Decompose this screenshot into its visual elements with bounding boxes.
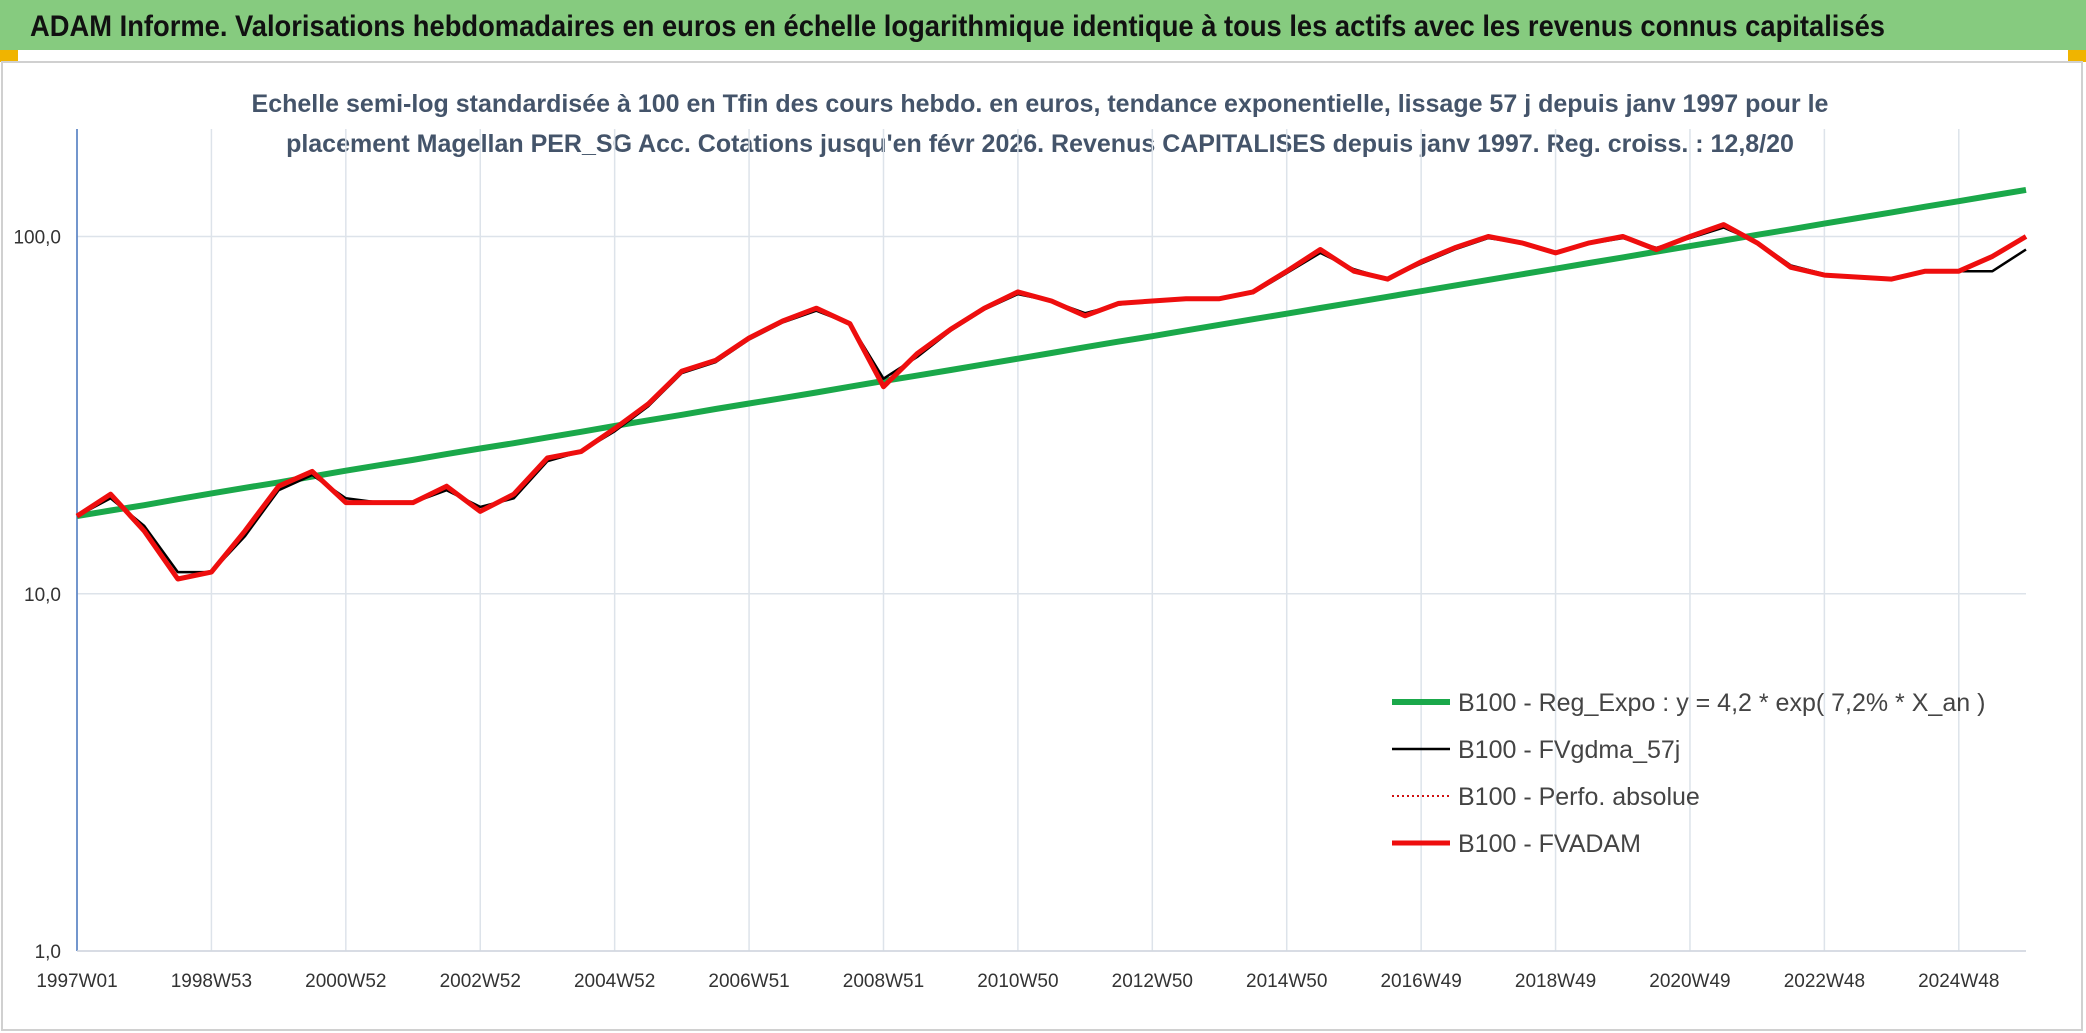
x-tick-label: 2000W52 (305, 971, 386, 992)
x-tick-label: 2004W52 (574, 971, 655, 992)
x-tick-label: 2010W50 (977, 971, 1058, 992)
x-tick-label: 2002W52 (440, 971, 521, 992)
header-bar (0, 0, 2086, 50)
legend-label: B100 - Perfo. absolue (1458, 783, 1700, 811)
legend-label: B100 - FVgdma_57j (1458, 736, 1680, 764)
x-tick-label: 2024W48 (1918, 971, 1999, 992)
x-tick-label: 1998W53 (171, 971, 252, 992)
subtitle: Echelle semi-log standardisée à 100 en T… (252, 90, 1829, 118)
x-tick-label: 2016W49 (1380, 971, 1461, 992)
y-tick-label: 1,0 (35, 942, 61, 963)
x-tick-label: 2022W48 (1784, 971, 1865, 992)
legend-label: B100 - FVADAM (1458, 830, 1641, 858)
corner (0, 50, 18, 62)
x-tick-label: 1997W01 (36, 971, 117, 992)
x-tick-label: 2020W49 (1649, 971, 1730, 992)
x-tick-label: 2008W51 (843, 971, 924, 992)
subtitle: placement Magellan PER_SG Acc. Cotations… (286, 130, 1794, 158)
legend-label: B100 - Reg_Expo : y = 4,2 * exp( 7,2% * … (1458, 689, 1985, 717)
y-tick-label: 10,0 (24, 585, 61, 606)
series-line (75, 222, 2028, 582)
y-tick-label: 100,0 (13, 228, 61, 249)
x-tick-label: 2006W51 (708, 971, 789, 992)
x-tick-label: 2012W50 (1112, 971, 1193, 992)
x-tick-label: 2014W50 (1246, 971, 1327, 992)
frame (1, 61, 2083, 1031)
x-tick-label: 2018W49 (1515, 971, 1596, 992)
header-title: ADAM Informe. Valorisations hebdomadaire… (30, 10, 1885, 43)
corner (2068, 50, 2086, 62)
series-line (76, 186, 2027, 520)
